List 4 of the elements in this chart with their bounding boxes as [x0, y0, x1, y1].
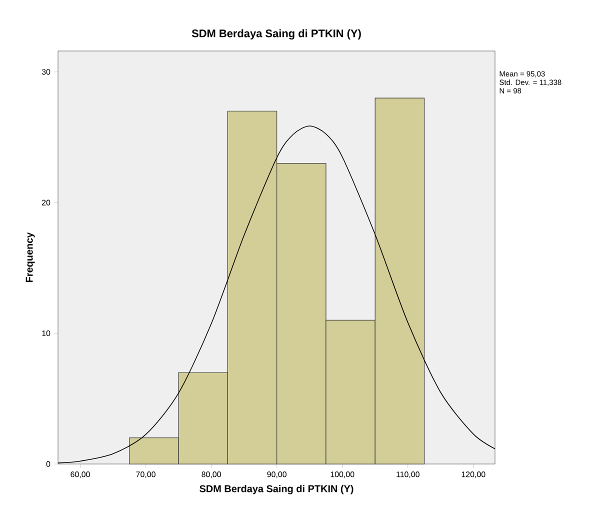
- chart-title: SDM Berdaya Saing di PTKIN (Y): [192, 29, 361, 40]
- x-axis-title: SDM Berdaya Saing di PTKIN (Y): [200, 484, 354, 494]
- y-axis-title: Frequency: [26, 232, 35, 282]
- line-series: [58, 126, 496, 464]
